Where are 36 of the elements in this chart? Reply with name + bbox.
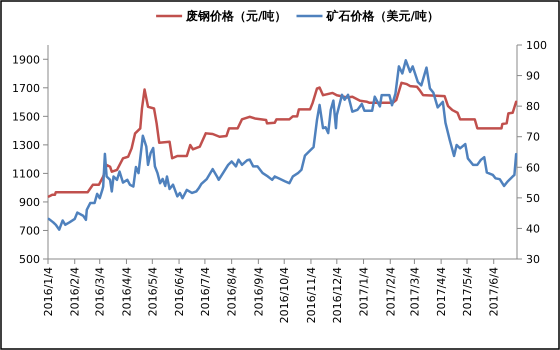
y-tick-label: 1300 (12, 138, 40, 152)
y-tick-label: 700 (19, 224, 40, 238)
x-tick-label: 2016/10/4 (278, 267, 292, 324)
y-tick-label: 1700 (12, 82, 40, 95)
y-tick-label: 1100 (12, 167, 40, 180)
x-tick-label: 2016/4/4 (120, 267, 134, 316)
x-tick-label: 2017/1/4 (358, 267, 371, 316)
x-tick-label: 2016/7/4 (198, 267, 212, 316)
y2-tick-label: 80 (526, 100, 540, 114)
x-tick-label: 2017/2/4 (384, 267, 398, 316)
legend-label: 矿石价格（美元/吨） (326, 9, 439, 23)
y2-tick-label: 30 (526, 253, 540, 266)
x-tick-label: 2016/1/4 (42, 267, 55, 316)
y-tick-label: 1500 (12, 110, 40, 124)
x-tick-label: 2016/5/4 (146, 267, 160, 316)
x-tick-label: 2017/5/4 (460, 267, 474, 316)
x-tick-label: 2017/6/4 (488, 267, 501, 316)
y2-tick-label: 90 (526, 70, 540, 83)
y2-tick-label: 40 (526, 222, 540, 236)
x-tick-label: 2016/12/4 (330, 267, 344, 324)
x-tick-label: 2016/8/4 (226, 267, 239, 316)
y2-tick-label: 60 (526, 161, 540, 174)
y2-tick-label: 100 (526, 39, 547, 52)
y-tick-label: 500 (19, 253, 40, 266)
x-tick-label: 2016/3/4 (94, 267, 107, 316)
x-tick-label: 2016/6/4 (173, 267, 186, 316)
legend-label: 废钢价格（元/吨） (185, 9, 286, 23)
x-tick-label: 2016/11/4 (304, 267, 318, 324)
y-tick-label: 1900 (12, 53, 40, 66)
y2-tick-label: 50 (526, 192, 540, 205)
y2-tick-label: 70 (526, 130, 540, 144)
x-tick-label: 2016/2/4 (68, 267, 82, 316)
x-tick-label: 2017/4/4 (435, 267, 448, 316)
y-tick-label: 900 (19, 196, 40, 209)
x-tick-label: 2017/3/4 (408, 267, 422, 316)
x-tick-label: 2016/9/4 (252, 267, 266, 316)
